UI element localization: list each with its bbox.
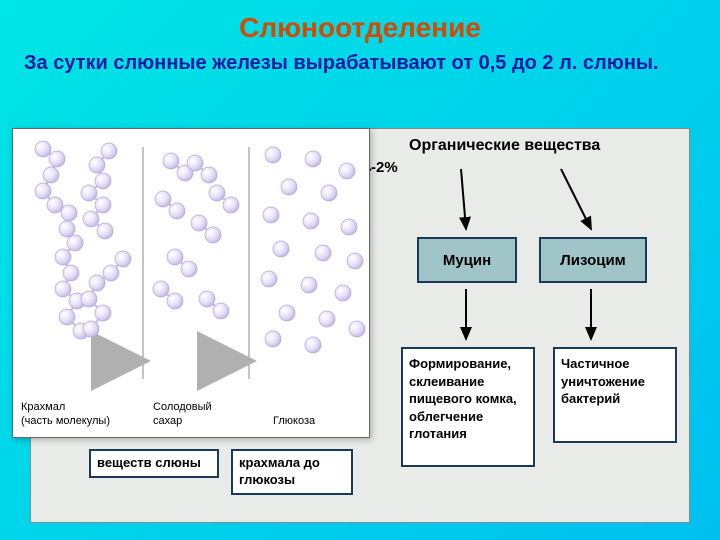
bottom-left-fragment-1: веществ слюны: [89, 449, 219, 478]
lysozyme-description: Частичное уничтожение бактерий: [553, 347, 677, 443]
mucin-description: Формирование, склеивание пищевого комка,…: [401, 347, 535, 467]
starch-sub-label: (часть молекулы): [21, 415, 110, 427]
molecule-overlay-panel: Крахмал (часть молекулы) Солодовый сахар…: [12, 128, 370, 438]
mucin-box: Муцин: [417, 237, 517, 283]
subtitle-text: За сутки слюнные железы вырабатывают от …: [0, 50, 720, 84]
malt-label: Солодовый: [153, 401, 212, 413]
bottom-left-fragment-2: крахмала до глюкозы: [231, 449, 353, 495]
glucose-label: Глюкоза: [273, 415, 315, 427]
starch-label: Крахмал: [21, 401, 65, 413]
lysozyme-box: Лизоцим: [539, 237, 647, 283]
molecule-diagram: [13, 129, 371, 399]
organic-substances-label: Органические вещества: [409, 137, 600, 155]
organic-percent: -2%: [371, 159, 398, 176]
page-title: Слюноотделение: [0, 0, 720, 50]
malt-sub-label: сахар: [153, 415, 182, 427]
